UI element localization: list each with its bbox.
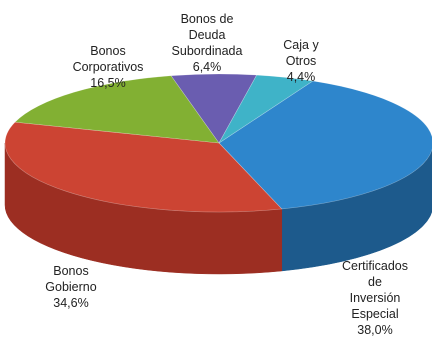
value-label: 4,4% [287,70,316,84]
value-label: 34,6% [53,296,88,310]
label-line: de [368,275,382,289]
label-line: Bonos [53,264,88,278]
slice-certificados-de-inversi-n-especial [218,80,432,210]
label-line: Corporativos [73,60,144,74]
label-line: Subordinada [172,44,243,58]
value-label: 38,0% [357,323,392,337]
value-label: 6,4% [193,60,222,74]
label-line: Caja y [283,38,319,52]
label-line: Otros [286,54,317,68]
slice-caja-y-otros [218,74,314,144]
label-line: Bonos [90,44,125,58]
label-line: Gobierno [45,280,96,294]
slice-bonos-corporativos [14,75,220,144]
label-line: Inversión [350,291,401,305]
slice-label-caja-otros: Caja y Otros 4,4% [283,38,319,84]
slice-label-certificados: Certificados de Inversión Especial 38,0% [342,259,408,337]
label-line: Bonos de [181,12,234,26]
value-label: 16,5% [90,76,125,90]
label-line: Certificados [342,259,408,273]
slice-label-bonos-deuda-subordinada: Bonos de Deuda Subordinada 6,4% [172,12,243,74]
label-line: Deuda [189,28,226,42]
slice-bonos-de-deuda-subordinada [170,73,258,144]
slice-bonos-gobierno [4,121,283,213]
slice-side-bonos-gobierno [4,142,283,275]
slice-label-bonos-gobierno: Bonos Gobierno 34,6% [45,264,96,310]
label-line: Especial [351,307,398,321]
slice-label-bonos-corporativos: Bonos Corporativos 16,5% [73,44,144,90]
pie-tops [4,73,432,213]
